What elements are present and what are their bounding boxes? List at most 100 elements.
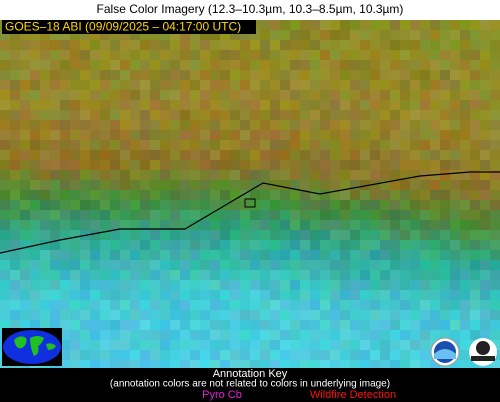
image-pixel bbox=[80, 290, 90, 300]
legend-note: (annotation colors are not related to co… bbox=[110, 379, 390, 390]
image-pixel bbox=[120, 140, 130, 150]
image-pixel bbox=[180, 90, 190, 100]
image-pixel bbox=[220, 290, 230, 300]
image-pixel bbox=[250, 220, 260, 230]
image-pixel bbox=[210, 30, 220, 40]
image-pixel bbox=[330, 70, 340, 80]
image-pixel bbox=[180, 320, 190, 330]
image-pixel bbox=[300, 70, 310, 80]
image-pixel bbox=[240, 230, 250, 240]
image-pixel bbox=[270, 270, 280, 280]
image-pixel bbox=[50, 190, 60, 200]
image-pixel bbox=[40, 150, 50, 160]
image-pixel bbox=[120, 70, 130, 80]
image-pixel bbox=[10, 310, 20, 320]
image-pixel bbox=[380, 170, 390, 180]
image-pixel bbox=[50, 160, 60, 170]
image-pixel bbox=[340, 360, 350, 368]
image-pixel bbox=[350, 150, 360, 160]
image-pixel bbox=[320, 40, 330, 50]
image-pixel bbox=[320, 60, 330, 70]
image-pixel bbox=[450, 150, 460, 160]
image-pixel bbox=[270, 320, 280, 330]
image-pixel bbox=[240, 30, 250, 40]
image-pixel bbox=[310, 210, 320, 220]
image-pixel bbox=[170, 140, 180, 150]
image-pixel bbox=[350, 240, 360, 250]
image-pixel bbox=[230, 270, 240, 280]
image-pixel bbox=[340, 200, 350, 210]
image-pixel bbox=[380, 210, 390, 220]
image-pixel bbox=[20, 160, 30, 170]
image-pixel bbox=[260, 280, 270, 290]
image-pixel bbox=[350, 270, 360, 280]
image-pixel bbox=[150, 170, 160, 180]
image-pixel bbox=[170, 30, 180, 40]
image-pixel bbox=[140, 240, 150, 250]
image-pixel bbox=[0, 230, 10, 240]
image-pixel bbox=[100, 250, 110, 260]
image-pixel bbox=[230, 160, 240, 170]
image-pixel bbox=[440, 110, 450, 120]
image-pixel bbox=[380, 300, 390, 310]
image-pixel bbox=[450, 160, 460, 170]
image-pixel bbox=[460, 360, 470, 368]
image-pixel bbox=[440, 280, 450, 290]
image-pixel bbox=[460, 290, 470, 300]
image-pixel bbox=[370, 350, 380, 360]
image-pixel bbox=[380, 270, 390, 280]
image-pixel bbox=[430, 300, 440, 310]
image-pixel bbox=[60, 320, 70, 330]
image-pixel bbox=[210, 210, 220, 220]
image-pixel bbox=[100, 340, 110, 350]
image-pixel bbox=[220, 70, 230, 80]
image-pixel bbox=[250, 310, 260, 320]
image-pixel bbox=[50, 310, 60, 320]
image-pixel bbox=[70, 30, 80, 40]
image-pixel bbox=[130, 80, 140, 90]
image-pixel bbox=[90, 190, 100, 200]
image-pixel bbox=[400, 100, 410, 110]
image-pixel bbox=[430, 240, 440, 250]
image-pixel bbox=[250, 60, 260, 70]
image-pixel bbox=[110, 300, 120, 310]
image-pixel bbox=[240, 90, 250, 100]
image-pixel bbox=[190, 60, 200, 70]
image-pixel bbox=[420, 240, 430, 250]
image-pixel bbox=[110, 220, 120, 230]
image-pixel bbox=[380, 30, 390, 40]
image-pixel bbox=[360, 300, 370, 310]
image-pixel bbox=[390, 70, 400, 80]
image-pixel bbox=[470, 180, 480, 190]
image-pixel bbox=[200, 300, 210, 310]
image-pixel bbox=[20, 130, 30, 140]
image-pixel bbox=[380, 190, 390, 200]
image-pixel bbox=[490, 50, 500, 60]
image-pixel bbox=[60, 300, 70, 310]
image-pixel bbox=[20, 80, 30, 90]
image-pixel bbox=[400, 230, 410, 240]
image-pixel bbox=[410, 80, 420, 90]
image-pixel bbox=[390, 210, 400, 220]
image-pixel bbox=[80, 90, 90, 100]
image-pixel bbox=[350, 250, 360, 260]
image-pixel bbox=[100, 50, 110, 60]
image-pixel bbox=[280, 170, 290, 180]
image-pixel bbox=[280, 140, 290, 150]
image-pixel bbox=[400, 160, 410, 170]
image-pixel bbox=[50, 300, 60, 310]
image-pixel bbox=[280, 320, 290, 330]
image-pixel bbox=[420, 300, 430, 310]
image-pixel bbox=[350, 160, 360, 170]
image-pixel bbox=[480, 320, 490, 330]
image-pixel bbox=[450, 170, 460, 180]
image-pixel bbox=[260, 100, 270, 110]
image-pixel bbox=[420, 220, 430, 230]
image-pixel bbox=[120, 50, 130, 60]
image-pixel bbox=[260, 140, 270, 150]
image-pixel bbox=[340, 80, 350, 90]
image-pixel bbox=[240, 310, 250, 320]
image-pixel bbox=[40, 160, 50, 170]
image-pixel bbox=[460, 160, 470, 170]
image-pixel bbox=[140, 330, 150, 340]
